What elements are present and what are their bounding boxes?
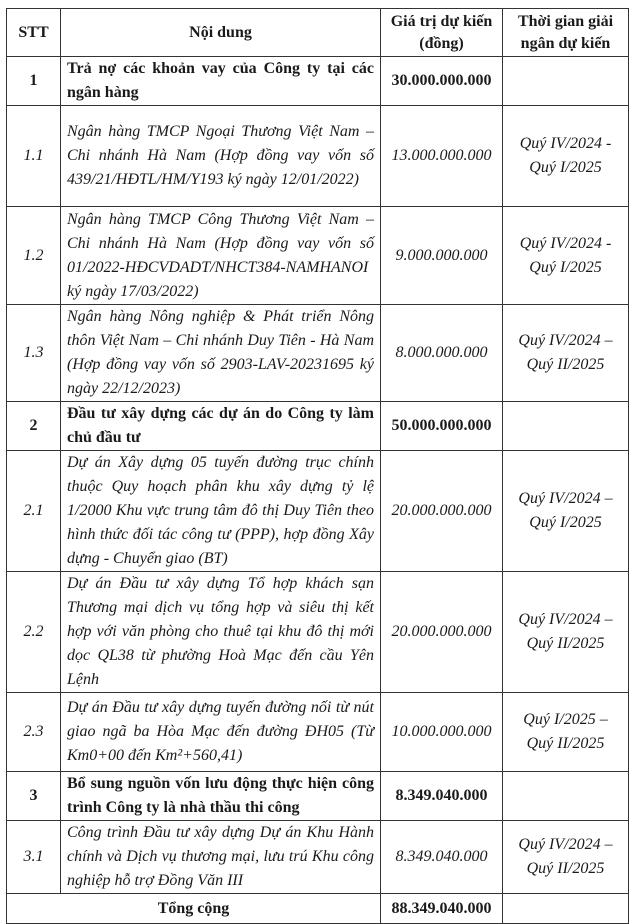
total-label: Tổng cộng (6, 893, 381, 924)
header-time: Thời gian giải ngân dự kiến (502, 8, 629, 57)
header-value: Giá trị dự kiến (đồng) (380, 8, 503, 57)
content-cell: Ngân hàng TMCP Ngoại Thương Việt Nam – C… (60, 105, 381, 207)
value-cell: 13.000.000.000 (380, 105, 503, 207)
table-row: 1.3 Ngân hàng Nông nghiệp & Phát triển N… (6, 304, 629, 402)
stt-cell: 3.1 (6, 820, 61, 894)
content-cell: Công trình Đầu tư xây dựng Dự án Khu Hàn… (60, 820, 381, 894)
value-cell: 10.000.000.000 (380, 692, 503, 772)
stt-cell: 2.2 (6, 571, 61, 693)
time-cell: Quý I/2025 – Quý II/2025 (502, 692, 629, 772)
content-cell: Trả nợ các khoản vay của Công ty tại các… (60, 56, 381, 106)
stt-cell: 1.1 (6, 105, 61, 207)
table-row: 3 Bổ sung nguồn vốn lưu động thực hiện c… (6, 771, 629, 821)
stt-cell: 3 (6, 771, 61, 821)
table-row: 2 Đầu tư xây dựng các dự án do Công ty l… (6, 401, 629, 451)
content-cell: Ngân hàng TMCP Công Thương Việt Nam – Ch… (60, 206, 381, 305)
time-cell (502, 771, 629, 821)
disbursement-table: STT Nội dung Giá trị dự kiến (đồng) Thời… (6, 8, 629, 924)
content-cell: Bổ sung nguồn vốn lưu động thực hiện côn… (60, 771, 381, 821)
time-cell (502, 56, 629, 106)
value-cell: 50.000.000.000 (380, 401, 503, 451)
time-cell: Quý IV/2024 - Quý I/2025 (502, 206, 629, 305)
table-row: 1.1 Ngân hàng TMCP Ngoại Thương Việt Nam… (6, 105, 629, 207)
table-row: 2.2 Dự án Đầu tư xây dựng Tổ hợp khách s… (6, 571, 629, 693)
stt-cell: 2.1 (6, 450, 61, 572)
total-row: Tổng cộng 88.349.040.000 (6, 893, 629, 924)
time-cell (502, 401, 629, 451)
value-cell: 8.349.040.000 (380, 771, 503, 821)
value-cell: 20.000.000.000 (380, 571, 503, 693)
time-cell: Quý IV/2024 – Quý II/2025 (502, 304, 629, 402)
total-value: 88.349.040.000 (380, 893, 503, 924)
header-row: STT Nội dung Giá trị dự kiến (đồng) Thời… (6, 8, 629, 57)
content-cell: Dự án Xây dựng 05 tuyến đường trục chính… (60, 450, 381, 572)
table-row: 1.2 Ngân hàng TMCP Công Thương Việt Nam … (6, 206, 629, 305)
time-cell: Quý IV/2024 – Quý II/2025 (502, 820, 629, 894)
stt-cell: 1 (6, 56, 61, 106)
time-cell: Quý IV/2024 – Quý I/2025 (502, 450, 629, 572)
stt-cell: 2 (6, 401, 61, 451)
value-cell: 8.349.040.000 (380, 820, 503, 894)
stt-cell: 1.2 (6, 206, 61, 305)
stt-cell: 1.3 (6, 304, 61, 402)
header-content: Nội dung (60, 8, 381, 57)
table-row: 2.1 Dự án Xây dựng 05 tuyến đường trục c… (6, 450, 629, 572)
value-cell: 20.000.000.000 (380, 450, 503, 572)
content-cell: Đầu tư xây dựng các dự án do Công ty làm… (60, 401, 381, 451)
value-cell: 9.000.000.000 (380, 206, 503, 305)
table-row: 2.3 Dự án Đầu tư xây dựng tuyến đường nố… (6, 692, 629, 772)
value-cell: 8.000.000.000 (380, 304, 503, 402)
stt-cell: 2.3 (6, 692, 61, 772)
time-cell: Quý IV/2024 - Quý I/2025 (502, 105, 629, 207)
content-cell: Dự án Đầu tư xây dựng tuyến đường nối từ… (60, 692, 381, 772)
total-time-cell (502, 893, 629, 924)
content-cell: Dự án Đầu tư xây dựng Tổ hợp khách sạn T… (60, 571, 381, 693)
table-row: 1 Trả nợ các khoản vay của Công ty tại c… (6, 56, 629, 106)
time-cell: Quý IV/2024 – Quý II/2025 (502, 571, 629, 693)
content-cell: Ngân hàng Nông nghiệp & Phát triển Nông … (60, 304, 381, 402)
value-cell: 30.000.000.000 (380, 56, 503, 106)
table-row: 3.1 Công trình Đầu tư xây dựng Dự án Khu… (6, 820, 629, 894)
header-stt: STT (6, 8, 61, 57)
